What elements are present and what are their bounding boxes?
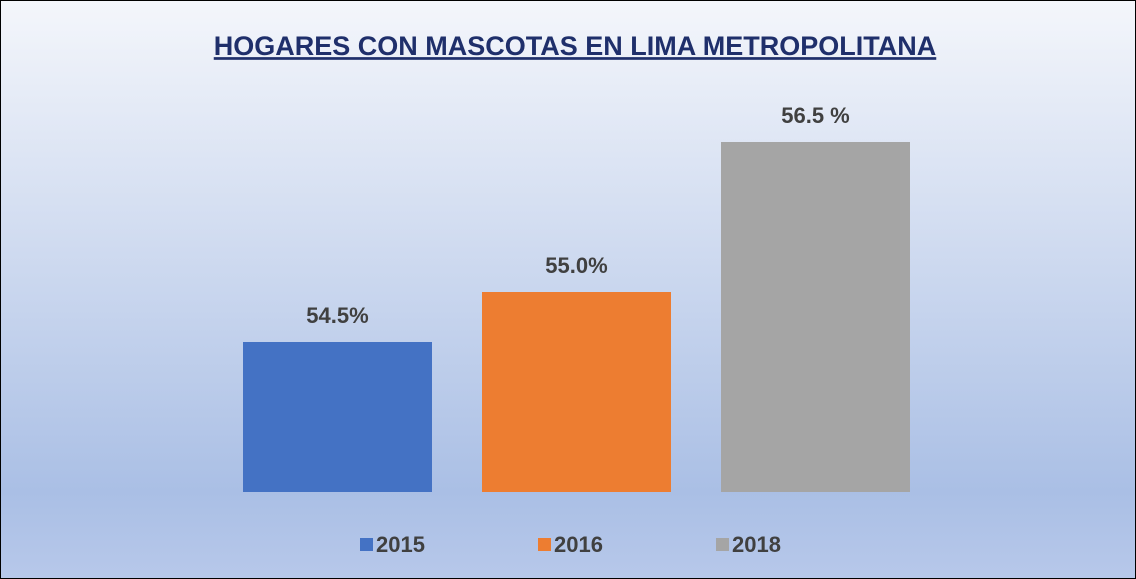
data-label: 55.0% xyxy=(545,253,607,278)
legend-label: 2015 xyxy=(376,532,425,557)
legend-label: 2016 xyxy=(554,532,603,557)
bar xyxy=(243,342,432,492)
legend-swatch xyxy=(538,538,551,551)
data-label: 56.5 % xyxy=(781,103,850,128)
bar xyxy=(482,292,671,492)
data-label: 54.5% xyxy=(306,303,368,328)
legend-label: 2018 xyxy=(732,532,781,557)
chart-title: HOGARES CON MASCOTAS EN LIMA METROPOLITA… xyxy=(214,31,937,61)
legend-swatch xyxy=(716,538,729,551)
bar xyxy=(721,142,910,492)
legend-swatch xyxy=(360,538,373,551)
